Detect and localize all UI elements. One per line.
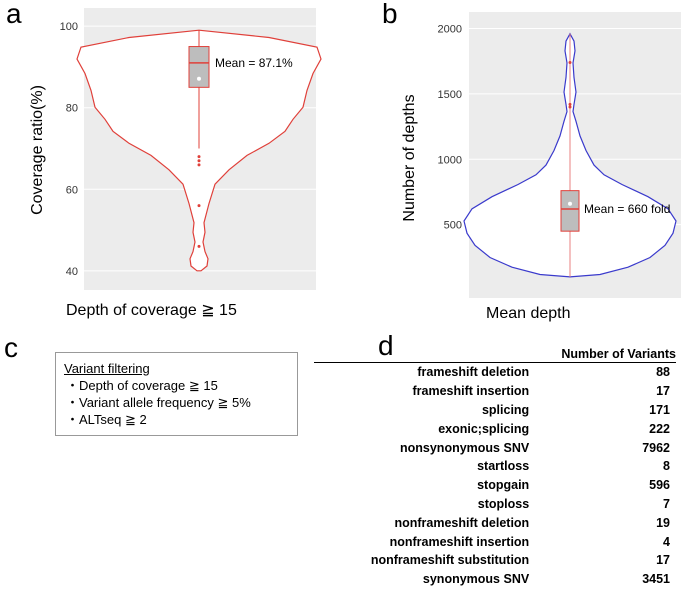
violin-shape-a bbox=[76, 29, 322, 272]
table-row: frameshift deletion 88 bbox=[314, 363, 676, 382]
variant-category: frameshift deletion bbox=[417, 365, 530, 380]
variant-category: nonframeshift substitution bbox=[370, 553, 530, 568]
y-tick-label: 1000 bbox=[438, 154, 462, 166]
variant-count: 3451 bbox=[642, 572, 670, 587]
outlier-point bbox=[568, 102, 572, 106]
y-tick-label: 40 bbox=[66, 266, 78, 278]
box-iqr-b bbox=[560, 190, 580, 232]
variant-count-table: Number of Variants frameshift deletion 88… bbox=[314, 347, 676, 589]
panel-letter-d: d bbox=[378, 330, 394, 361]
outlier-point bbox=[197, 159, 201, 163]
outlier-point bbox=[197, 163, 201, 167]
outlier-point bbox=[197, 204, 201, 208]
variant-category: nonsynonymous SNV bbox=[400, 440, 530, 455]
variant-count: 171 bbox=[649, 402, 670, 417]
annotation-mean-b: Mean = 660 fold bbox=[584, 202, 670, 216]
violin-chart-a: 40 60 80 100 Mean = 87.1% Coverage ratio(%)… bbox=[29, 8, 322, 319]
x-axis-title-b: Mean depth bbox=[486, 305, 571, 322]
variant-count: 222 bbox=[649, 421, 670, 436]
variant-category: frameshift insertion bbox=[412, 384, 530, 399]
panel-letter-a: a bbox=[6, 0, 22, 29]
outlier-point bbox=[197, 244, 201, 248]
table-row: nonframeshift deletion 19 bbox=[314, 513, 676, 532]
variant-count: 8 bbox=[663, 459, 670, 474]
variant-count: 7962 bbox=[642, 440, 670, 455]
variant-category: splicing bbox=[481, 402, 530, 417]
table-row: splicing 171 bbox=[314, 401, 676, 420]
table-row: frameshift insertion 17 bbox=[314, 382, 676, 401]
variant-count: 4 bbox=[663, 534, 670, 549]
y-tick-label: 60 bbox=[66, 184, 78, 196]
filter-item-depth: ・Depth of coverage ≧ 15 bbox=[66, 378, 218, 393]
mean-point-b bbox=[568, 201, 572, 206]
outlier-point bbox=[197, 155, 201, 159]
variant-category: stoploss bbox=[477, 496, 530, 511]
variant-category: stopgain bbox=[477, 478, 530, 493]
table-header-row: Number of Variants bbox=[314, 347, 676, 363]
annotation-mean-a: Mean = 87.1% bbox=[215, 56, 293, 70]
variant-category: synonymous SNV bbox=[422, 572, 530, 587]
variant-count: 596 bbox=[649, 478, 670, 493]
filter-item-vaf: ・Variant allele frequency ≧ 5% bbox=[66, 395, 251, 410]
table-row: stoploss 7 bbox=[314, 495, 676, 514]
table-row: nonframeshift substitution 17 bbox=[314, 551, 676, 570]
table-row: synonymous SNV 3451 bbox=[314, 570, 676, 589]
panel-letter-b: b bbox=[382, 0, 398, 29]
y-tick-label: 500 bbox=[444, 220, 462, 232]
variant-category: exonic;splicing bbox=[438, 421, 530, 436]
y-tick-label: 80 bbox=[66, 103, 78, 115]
variant-count: 17 bbox=[656, 384, 670, 399]
filter-item-altseq: ・ALTseq ≧ 2 bbox=[66, 412, 147, 427]
outlier-point bbox=[568, 61, 572, 65]
column-header-count: Number of Variants bbox=[561, 347, 676, 361]
table-row: nonsynonymous SNV 7962 bbox=[314, 438, 676, 457]
variant-category: nonframeshift insertion bbox=[389, 534, 530, 549]
variant-count: 19 bbox=[656, 515, 670, 530]
y-tick-label: 100 bbox=[60, 21, 78, 33]
outlier-point bbox=[568, 105, 572, 109]
table-row: exonic;splicing 222 bbox=[314, 419, 676, 438]
mean-point-a bbox=[197, 76, 201, 81]
violin-chart-b: 500 1000 1500 2000 Mean = 660 fold Number o… bbox=[401, 12, 681, 322]
x-axis-title-a: Depth of coverage ≧ 15 bbox=[66, 302, 237, 319]
table-row: startloss 8 bbox=[314, 457, 676, 476]
variant-filtering-box: Variant filtering ・Depth of coverage ≧ 1… bbox=[55, 352, 298, 436]
y-axis-title-b: Number of depths bbox=[401, 94, 418, 221]
variant-category: nonframeshift deletion bbox=[394, 515, 530, 530]
table-row: nonframeshift insertion 4 bbox=[314, 532, 676, 551]
variant-category: startloss bbox=[477, 459, 530, 474]
y-tick-label: 1500 bbox=[438, 89, 462, 101]
box-iqr-a bbox=[188, 46, 210, 88]
variant-count: 88 bbox=[656, 365, 670, 380]
variant-count: 7 bbox=[663, 496, 670, 511]
y-axis-title-a: Coverage ratio(%) bbox=[29, 85, 46, 215]
variant-filtering-title: Variant filtering bbox=[64, 361, 150, 376]
variant-count: 17 bbox=[656, 553, 670, 568]
panel-letter-c: c bbox=[4, 332, 18, 363]
y-tick-label: 2000 bbox=[438, 24, 462, 36]
table-row: stopgain 596 bbox=[314, 476, 676, 495]
